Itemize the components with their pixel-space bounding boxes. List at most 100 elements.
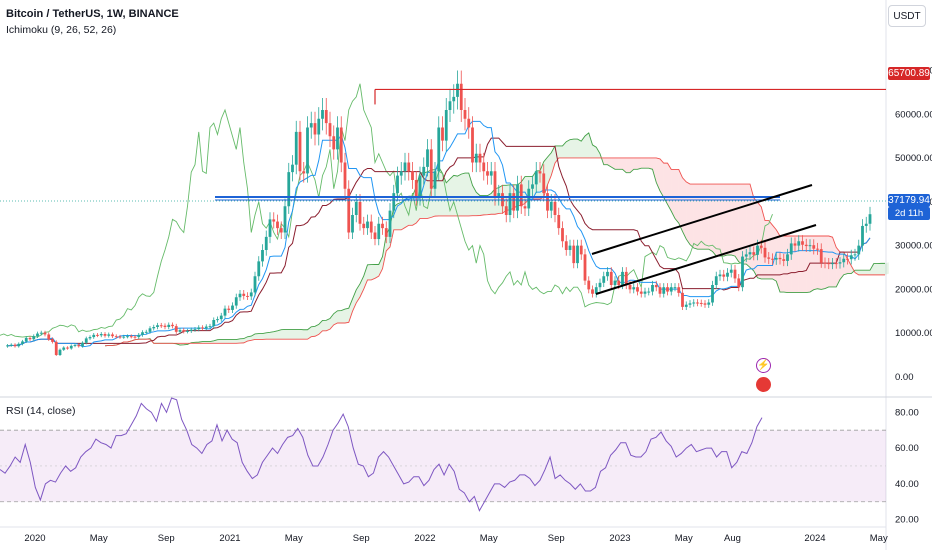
- candle-body: [28, 337, 32, 340]
- candle-body: [302, 171, 306, 174]
- ichimoku-cloud-segment: [397, 202, 402, 230]
- candle-body: [831, 263, 834, 265]
- candle-body: [666, 287, 669, 292]
- candle-body: [253, 276, 257, 293]
- ichimoku-cloud-segment: [858, 270, 863, 275]
- ichimoku-cloud-segment: [866, 270, 870, 275]
- us-flag-event-icon[interactable]: [756, 377, 771, 392]
- candle-body: [542, 173, 546, 194]
- candle-body: [148, 328, 152, 332]
- candle-body: [354, 201, 358, 215]
- candle-body: [707, 302, 711, 305]
- ichimoku-cloud-segment: [562, 141, 567, 158]
- candle-body: [396, 175, 399, 194]
- ichimoku-cloud-segment: [881, 263, 885, 275]
- ichimoku-cloud-segment: [236, 338, 240, 344]
- candle-body: [643, 291, 647, 294]
- candle-body: [598, 282, 602, 288]
- candle-body: [838, 262, 842, 264]
- candle-body: [456, 83, 459, 97]
- ichimoku-cloud-segment: [408, 196, 413, 226]
- candle-body: [43, 332, 47, 335]
- ichimoku-cloud-segment: [457, 174, 462, 216]
- ichimoku-cloud-segment: [217, 339, 222, 344]
- y-tick-label: 60000.00: [895, 109, 932, 120]
- candle-body: [519, 184, 523, 207]
- candle-body: [658, 287, 662, 294]
- candle-body: [523, 206, 527, 209]
- ichimoku-cloud-segment: [615, 157, 619, 170]
- candle-body: [647, 291, 651, 293]
- candle-body: [636, 287, 639, 292]
- ichimoku-cloud-segment: [742, 184, 747, 265]
- candle-body: [504, 206, 508, 215]
- rsi-indicator-label[interactable]: RSI (14, close): [6, 405, 76, 417]
- ichimoku-cloud-segment: [405, 196, 409, 228]
- candle-body: [122, 336, 126, 338]
- candle-body: [718, 274, 722, 277]
- candle-body: [531, 184, 534, 189]
- rsi-tick-label: 20.00: [895, 515, 919, 526]
- candle-body: [174, 326, 178, 332]
- candle-body: [298, 131, 302, 172]
- candle-body: [51, 339, 54, 342]
- candle-body: [632, 287, 636, 290]
- candle-body: [579, 245, 583, 255]
- flash-event-icon[interactable]: ⚡: [756, 358, 771, 373]
- ichimoku-cloud-segment: [596, 147, 600, 158]
- candle-body: [437, 127, 441, 172]
- ichimoku-cloud-segment: [326, 318, 330, 331]
- candle-body: [793, 243, 797, 246]
- candle-body: [621, 271, 624, 285]
- ichimoku-cloud-segment: [255, 333, 259, 340]
- candle-body: [662, 287, 666, 294]
- x-tick-label: Sep: [353, 533, 370, 544]
- candle-body: [197, 327, 201, 330]
- candle-body: [834, 263, 838, 265]
- ichimoku-cloud-segment: [487, 193, 492, 215]
- candle-body: [733, 269, 737, 279]
- candle-body: [231, 305, 234, 310]
- candle-body: [767, 257, 771, 259]
- x-tick-label: Sep: [158, 533, 175, 544]
- ichimoku-cloud-segment: [266, 332, 270, 340]
- candle-body: [628, 285, 632, 290]
- ichimoku-cloud-segment: [300, 329, 304, 340]
- ichimoku-cloud-segment: [783, 236, 788, 293]
- candle-body: [339, 127, 343, 163]
- currency-button[interactable]: USDT: [888, 5, 926, 27]
- ichimoku-indicator-label[interactable]: Ichimoku (9, 26, 52, 26): [6, 24, 117, 36]
- candle-body: [321, 110, 324, 119]
- candle-body: [486, 171, 489, 176]
- candle-body: [167, 324, 171, 327]
- candle-body: [512, 193, 516, 211]
- candle-body: [444, 110, 448, 141]
- ichimoku-cloud-segment: [753, 197, 758, 278]
- candle-body: [651, 285, 654, 292]
- ichimoku-cloud-segment: [461, 173, 465, 216]
- ichimoku-cloud-segment: [581, 135, 585, 158]
- candle-body: [587, 280, 591, 290]
- candle-body: [369, 221, 373, 233]
- channel-lower-line: [595, 224, 817, 295]
- ichimoku-cloud-segment: [558, 145, 563, 158]
- ichimoku-cloud-segment: [285, 329, 289, 340]
- candle-body: [452, 96, 456, 102]
- candle-body: [808, 245, 812, 247]
- symbol-title: Bitcoin / TetherUS, 1W, BINANCE: [6, 8, 179, 20]
- ichimoku-cloud-segment: [296, 329, 300, 340]
- candle-body: [426, 149, 429, 167]
- ichimoku-cloud-segment: [367, 264, 372, 280]
- candle-body: [508, 193, 512, 215]
- channel-upper-line: [591, 184, 813, 255]
- price-flag-last: 37179.94: [888, 194, 930, 207]
- ichimoku-cloud-segment: [498, 185, 503, 214]
- ichimoku-cloud-segment: [652, 157, 657, 183]
- candle-body: [546, 193, 549, 211]
- candle-body: [797, 241, 801, 246]
- candle-body: [868, 214, 872, 224]
- ichimoku-cloud-segment: [360, 275, 364, 298]
- ichimoku-cloud-segment: [303, 329, 308, 340]
- x-tick-label: May: [90, 533, 108, 544]
